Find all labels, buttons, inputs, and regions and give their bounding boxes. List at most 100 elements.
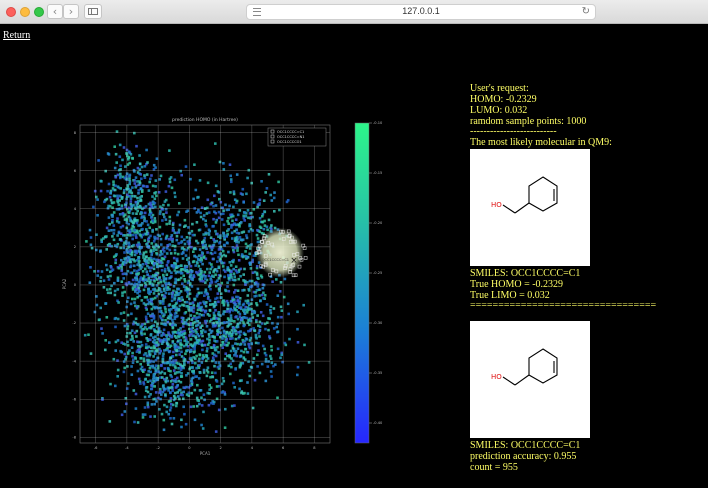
scatter-point (195, 404, 199, 408)
scatter-point (211, 400, 214, 403)
scatter-point (214, 354, 218, 358)
scatter-point (214, 430, 218, 433)
scatter-point (209, 275, 213, 279)
scatter-point (95, 295, 98, 298)
scatter-point (184, 311, 188, 314)
scatter-point (128, 161, 131, 165)
scatter-point (128, 182, 131, 186)
scatter-point (134, 304, 137, 308)
scatter-point (172, 264, 176, 267)
scatter-point (232, 205, 235, 209)
scatter-point (143, 217, 146, 220)
scatter-point (102, 279, 106, 282)
y-tick-label: 2 (74, 245, 76, 249)
scatter-point (248, 317, 252, 321)
scatter-point (226, 354, 229, 358)
scatter-point (180, 391, 183, 395)
scatter-point (114, 261, 117, 265)
scatter-point (151, 381, 155, 385)
scatter-point (154, 191, 158, 194)
scatter-point (175, 266, 178, 269)
scatter-point (176, 345, 179, 349)
scatter-point (129, 234, 132, 237)
back-button[interactable]: ‹ (47, 4, 63, 19)
scatter-point (149, 290, 152, 293)
scatter-point (128, 178, 131, 181)
y-tick-label: 8 (74, 131, 77, 135)
scatter-point (134, 392, 138, 396)
scatter-point (207, 231, 210, 235)
scatter-point (121, 272, 125, 276)
maximize-window-icon[interactable] (34, 7, 44, 17)
scatter-point (132, 203, 135, 207)
scatter-point (195, 260, 199, 264)
forward-button[interactable]: › (63, 4, 79, 19)
scatter-point (101, 332, 104, 335)
scatter-point (170, 299, 174, 303)
reload-icon[interactable]: ↻ (581, 6, 590, 17)
scatter-point (195, 341, 199, 345)
scatter-point (236, 305, 239, 308)
scatter-point (149, 297, 153, 301)
scatter-point (230, 276, 233, 279)
scatter-point (149, 364, 152, 368)
scatter-point (187, 394, 191, 397)
scatter-point (200, 423, 203, 427)
return-link[interactable]: Return (3, 30, 31, 41)
scatter-point (226, 304, 230, 307)
scatter-point (256, 365, 259, 368)
address-bar[interactable]: 127.0.0.1 ↻ (246, 4, 596, 20)
scatter-point (272, 307, 276, 310)
scatter-point (219, 236, 222, 240)
scatter-point (254, 254, 257, 257)
sidebar-toggle-icon[interactable] (84, 4, 102, 19)
scatter-point (189, 177, 192, 181)
scatter-point (227, 341, 230, 345)
scatter-point (120, 265, 123, 269)
scatter-point (225, 321, 229, 324)
scatter-point (143, 413, 147, 416)
scatter-point (236, 317, 240, 321)
scatter-point (168, 358, 172, 362)
reader-view-icon[interactable] (253, 8, 261, 16)
scatter-point (198, 254, 201, 257)
scatter-point (169, 399, 172, 403)
scatter-point (175, 308, 178, 311)
scatter-point (168, 219, 172, 223)
scatter-point (125, 175, 128, 178)
scatter-point (110, 266, 113, 269)
molecule-image-2: HO (470, 321, 590, 438)
scatter-point (244, 215, 248, 218)
close-window-icon[interactable] (6, 7, 16, 17)
scatter-point (143, 165, 147, 168)
scatter-point (134, 276, 137, 280)
scatter-point (217, 385, 221, 388)
scatter-point (184, 337, 188, 340)
scatter-point (170, 238, 173, 241)
scatter-point (185, 268, 189, 272)
scatter-point (129, 264, 133, 267)
scatter-point (160, 269, 164, 272)
scatter-point (230, 231, 234, 235)
scatter-point (139, 276, 143, 279)
x-tick-label: 8 (313, 446, 316, 450)
minimize-window-icon[interactable] (20, 7, 30, 17)
scatter-point (134, 290, 137, 293)
scatter-point (208, 299, 212, 302)
scatter-point (206, 181, 210, 185)
scatter-point (171, 360, 174, 364)
scatter-point (113, 145, 116, 148)
scatter-point (239, 192, 243, 195)
scatter-point (244, 299, 248, 303)
scatter-point (151, 213, 155, 217)
scatter-point (106, 288, 109, 291)
scatter-point (253, 378, 257, 382)
scatter-point (253, 295, 256, 298)
scatter-point (159, 251, 163, 254)
scatter-point (257, 341, 260, 345)
scatter-point (157, 281, 160, 285)
scatter-point (213, 300, 217, 304)
scatter-point (145, 148, 148, 152)
scatter-point (124, 165, 127, 168)
